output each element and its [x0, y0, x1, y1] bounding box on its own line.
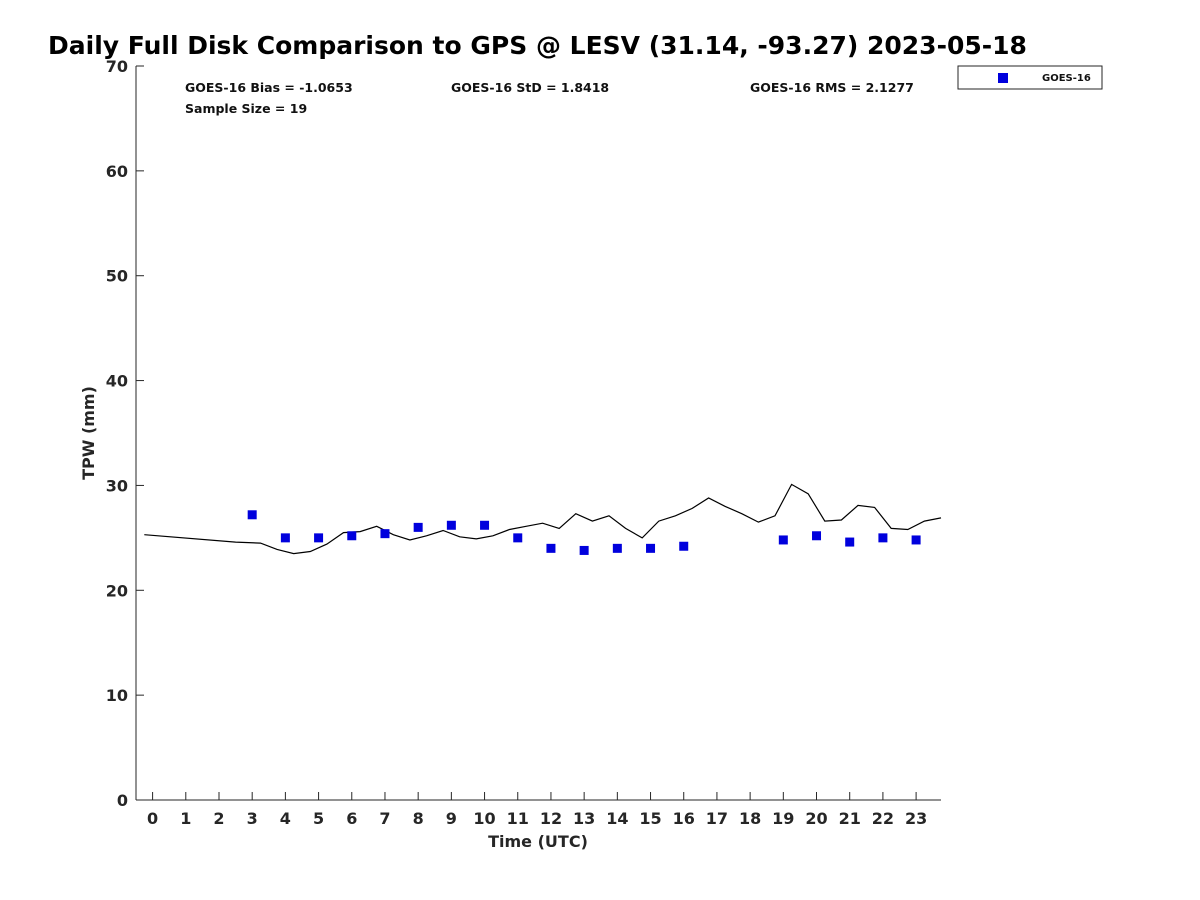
goes16-point	[778, 535, 788, 545]
y-tick-label: 40	[106, 372, 128, 391]
goes16-point	[646, 543, 656, 553]
gps-line-series	[144, 483, 942, 555]
x-axis-label: Time (UTC)	[488, 832, 588, 851]
y-tick-label: 70	[106, 57, 128, 76]
legend: GOES-16	[957, 65, 1103, 90]
goes16-point	[878, 533, 888, 543]
goes16-point	[845, 537, 855, 547]
y-tick-label: 60	[106, 162, 128, 181]
x-tick-label: 1	[180, 809, 191, 828]
goes16-point	[812, 531, 822, 541]
stat-bias: GOES-16 Bias = -1.0653	[185, 80, 353, 95]
x-tick-label: 0	[147, 809, 158, 828]
legend-marker-goes16	[998, 73, 1008, 83]
x-tick-label: 22	[872, 809, 894, 828]
legend-box	[957, 65, 1103, 90]
goes16-point	[446, 520, 456, 530]
x-tick-label: 16	[673, 809, 695, 828]
stat-rms: GOES-16 RMS = 2.1277	[750, 80, 914, 95]
legend-label-goes16: GOES-16	[1042, 73, 1091, 84]
x-axis-ticks: 0 1 2 3 4 5 6 7 8 9 10 11 12 13 14 15 16 17 18 19 20 21 22 23	[147, 792, 927, 828]
goes16-point	[911, 535, 921, 545]
x-tick-label: 14	[606, 809, 628, 828]
x-tick-label: 5	[313, 809, 324, 828]
y-axis-ticks: 0 10 20 30 40 50 60 70	[106, 57, 144, 810]
y-axis-label: TPW (mm)	[79, 386, 98, 480]
goes16-point	[280, 533, 290, 543]
x-tick-label: 3	[247, 809, 258, 828]
chart-title: Daily Full Disk Comparison to GPS @ LESV…	[48, 31, 1027, 60]
y-tick-label: 20	[106, 581, 128, 600]
x-tick-label: 4	[280, 809, 291, 828]
x-tick-label: 20	[805, 809, 827, 828]
x-tick-label: 12	[540, 809, 562, 828]
x-tick-label: 2	[213, 809, 224, 828]
goes16-point	[347, 531, 357, 541]
goes16-point	[247, 510, 257, 520]
y-tick-label: 30	[106, 476, 128, 495]
x-tick-label: 21	[839, 809, 861, 828]
goes16-point	[612, 543, 622, 553]
goes16-point	[413, 522, 423, 532]
goes16-point	[314, 533, 324, 543]
goes16-point	[380, 529, 390, 539]
goes16-point	[480, 520, 490, 530]
goes16-point	[679, 541, 689, 551]
goes16-point	[513, 533, 523, 543]
x-tick-label: 18	[739, 809, 761, 828]
x-tick-label: 11	[507, 809, 529, 828]
x-tick-label: 19	[772, 809, 794, 828]
y-tick-label: 50	[106, 267, 128, 286]
x-tick-label: 7	[379, 809, 390, 828]
y-tick-label: 0	[117, 791, 128, 810]
x-tick-label: 6	[346, 809, 357, 828]
stat-sample-size: Sample Size = 19	[185, 101, 307, 116]
goes16-point	[546, 543, 556, 553]
plot-area	[135, 66, 941, 801]
x-tick-label: 15	[639, 809, 661, 828]
goes16-point-series	[247, 510, 921, 555]
x-tick-label: 13	[573, 809, 595, 828]
x-tick-label: 8	[413, 809, 424, 828]
x-tick-label: 17	[706, 809, 728, 828]
x-tick-label: 23	[905, 809, 927, 828]
stat-std: GOES-16 StD = 1.8418	[451, 80, 609, 95]
x-tick-label: 10	[473, 809, 495, 828]
gps-line	[144, 483, 942, 555]
y-tick-label: 10	[106, 686, 128, 705]
x-tick-label: 9	[446, 809, 457, 828]
goes16-point	[579, 545, 589, 555]
